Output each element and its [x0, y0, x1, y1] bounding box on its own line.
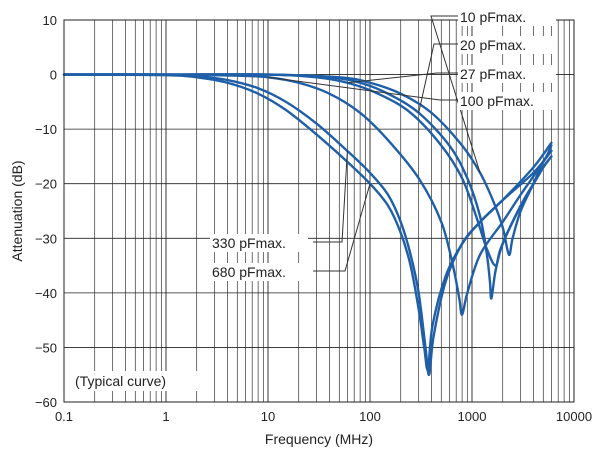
leader-line [418, 43, 458, 113]
curve-100pf [62, 73, 553, 316]
series-label-background [458, 92, 556, 110]
series-label-background [210, 234, 308, 252]
y-tick-label: −40 [35, 286, 57, 301]
x-tick-labels: 0.1 1 10 100 1000 10000 [55, 409, 592, 424]
y-tick-label: −30 [35, 231, 57, 246]
y-tick-labels: 10 0 −10 −20 −30 −40 −50 −60 [35, 13, 57, 410]
callout-leaders [267, 15, 481, 272]
series-label: 27 pFmax. [460, 66, 526, 82]
y-tick-label: −60 [35, 395, 57, 410]
y-tick-label: 0 [50, 68, 57, 83]
curve-680pf [62, 73, 553, 371]
x-tick-label: 100 [359, 409, 381, 424]
plot-frame [63, 19, 575, 403]
annotation-background [70, 371, 202, 391]
leader-line [267, 76, 458, 101]
y-tick-label: −20 [35, 177, 57, 192]
series-label-background [458, 65, 556, 83]
curves [62, 73, 553, 376]
series-label-background [210, 263, 308, 281]
curve-27pf [62, 73, 553, 267]
x-tick-label: 1 [162, 409, 169, 424]
y-axis-label: Attenuation (dB) [9, 160, 25, 261]
leader-line [313, 150, 348, 243]
series-label: 330 pFmax. [212, 235, 286, 251]
leader-line [430, 15, 481, 173]
x-axis-label: Frequency (MHz) [265, 431, 373, 447]
series-label-background [458, 8, 556, 26]
x-tick-label: 1000 [458, 409, 487, 424]
leader-line [313, 183, 371, 272]
series-label-background [458, 36, 556, 54]
typical-curve-note: (Typical curve) [75, 373, 166, 389]
x-tick-label: 10 [261, 409, 275, 424]
series-label: 100 pFmax. [460, 93, 534, 109]
y-tick-label: −50 [35, 340, 57, 355]
grid [64, 20, 574, 402]
y-tick-label: −10 [35, 122, 57, 137]
x-tick-label: 0.1 [55, 409, 73, 424]
y-tick-label: 10 [43, 13, 57, 28]
leader-line [347, 72, 458, 84]
series-label: 680 pFmax. [212, 264, 286, 280]
series-labels: 10 pFmax. 20 pFmax. 27 pFmax. 100 pFmax. 330… [210, 8, 556, 281]
x-tick-label: 10000 [556, 409, 592, 424]
series-label: 20 pFmax. [460, 37, 526, 53]
series-label: 10 pFmax. [460, 9, 526, 25]
